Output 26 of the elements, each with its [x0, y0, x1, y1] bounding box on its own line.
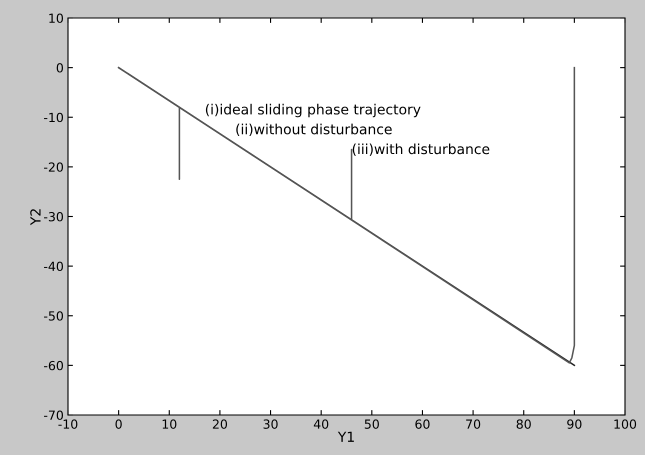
annotation: (i)ideal sliding phase trajectory	[206, 104, 421, 118]
x-tick-label: -10	[58, 419, 78, 429]
x-tick-label: 80	[516, 419, 531, 429]
y-tick-label: 0	[56, 63, 64, 73]
y-tick-label: -60	[44, 360, 64, 370]
x-axis-title: Y1	[338, 432, 354, 442]
x-tick-label: 20	[212, 419, 228, 429]
x-tick-label: 90	[567, 419, 582, 429]
x-tick-label: 30	[264, 419, 278, 429]
x-tick-label: 10	[162, 419, 176, 429]
annotation: (ii)without disturbance	[236, 124, 392, 136]
annotation: (iii)with disturbance	[352, 144, 490, 156]
x-tick-label: 100	[614, 419, 636, 429]
y-axis-title: Y2	[30, 209, 41, 226]
x-tick-label: 50	[364, 419, 379, 429]
x-tick-label: 70	[466, 419, 480, 429]
y-tick-label: -20	[44, 162, 64, 172]
y-tick-label: -30	[44, 212, 64, 222]
y-tick-label: -10	[44, 112, 64, 122]
y-tick-label: -70	[44, 410, 64, 420]
y-tick-label: 10	[49, 13, 64, 23]
x-tick-label: 60	[415, 419, 430, 429]
x-tick-label: 40	[314, 419, 328, 429]
y-tick-label: -50	[44, 311, 64, 321]
x-tick-label: 0	[115, 419, 122, 429]
y-tick-label: -40	[44, 262, 64, 272]
